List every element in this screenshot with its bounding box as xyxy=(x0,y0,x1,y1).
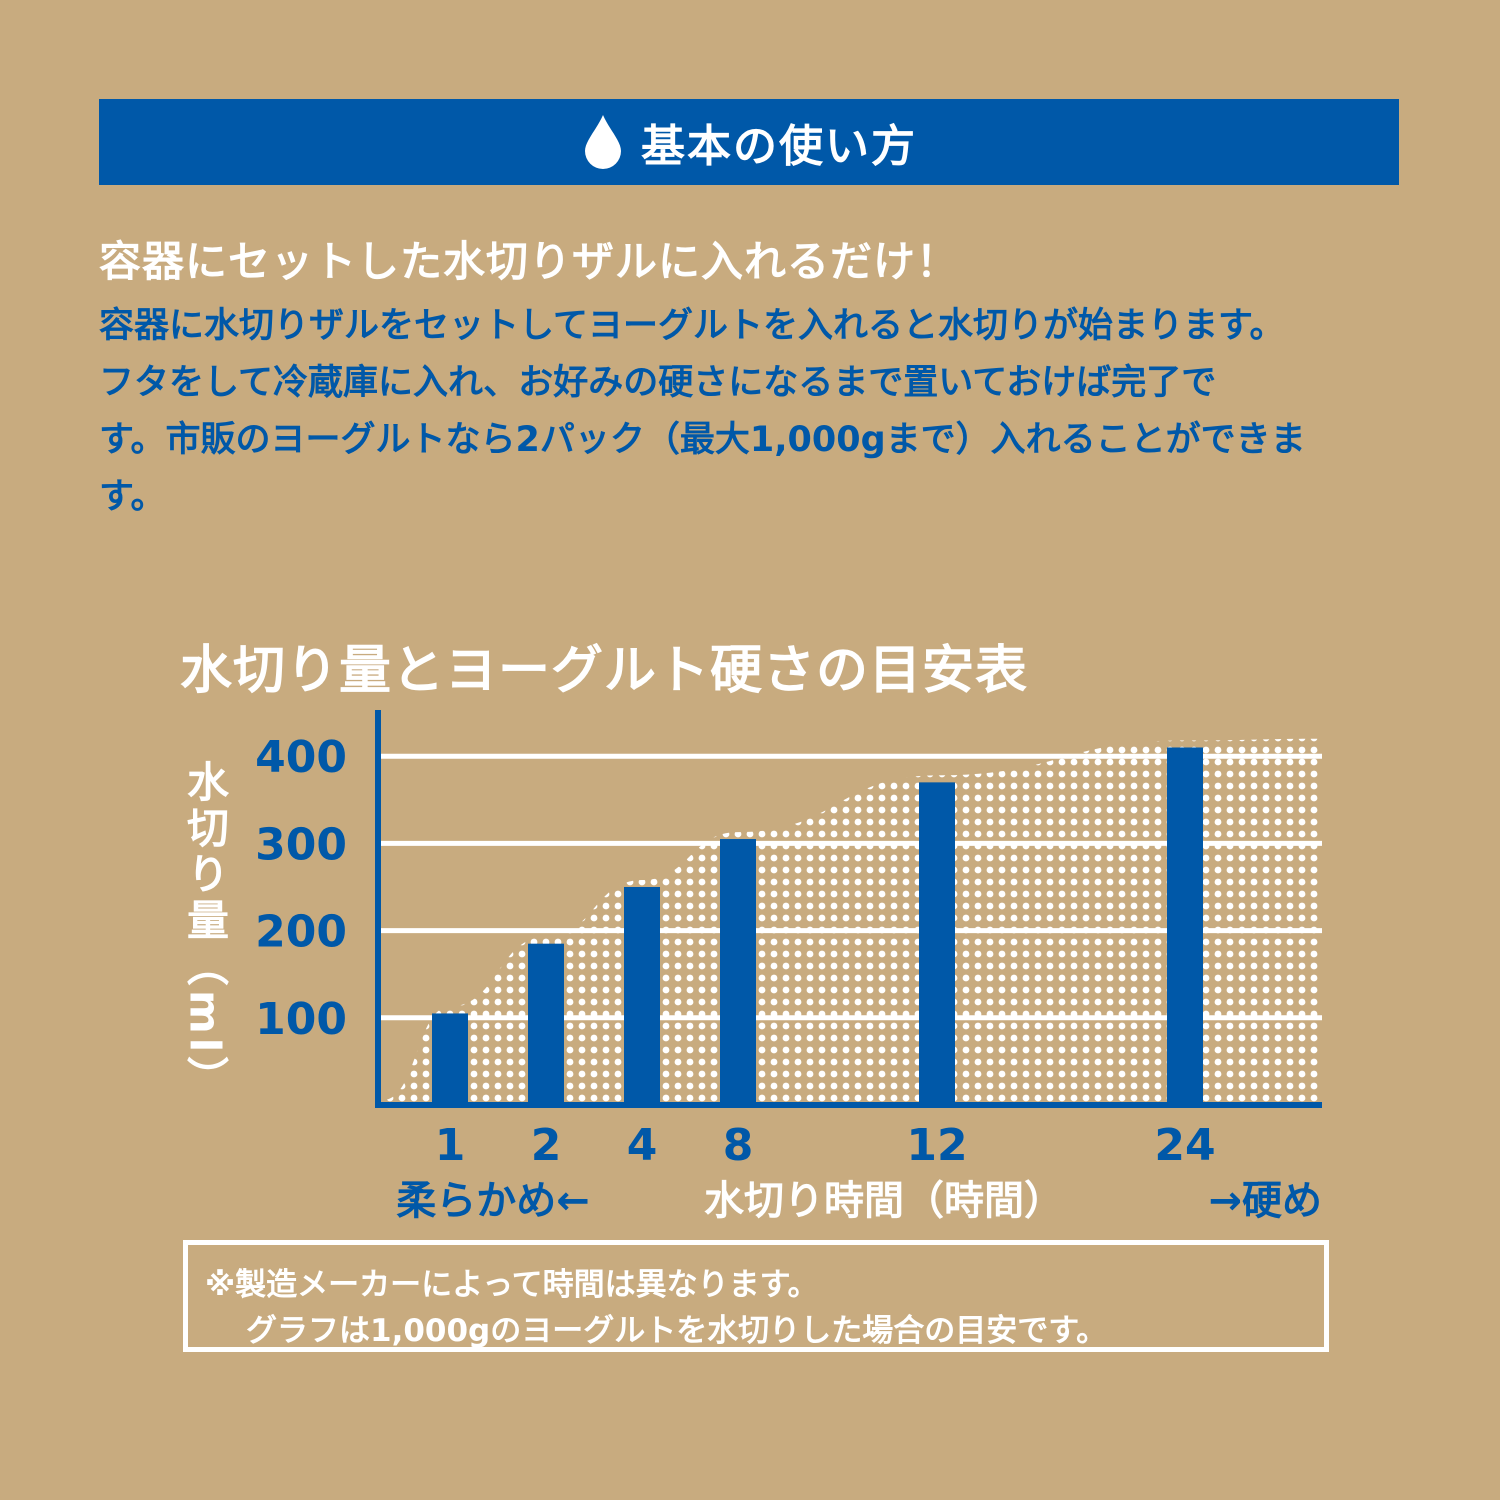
x-tick-label: 8 xyxy=(723,1120,754,1171)
bar xyxy=(720,839,756,1105)
intro-line: す。 xyxy=(99,477,166,517)
footnote-box: ※製造メーカーによって時間は異なります。 グラフは1,000gのヨーグルトを水切… xyxy=(183,1240,1329,1352)
bar xyxy=(528,943,564,1105)
chart-title: 水切り量とヨーグルト硬さの目安表 xyxy=(180,641,1029,701)
intro-line: フタをして冷蔵庫に入れ、お好みの硬さになるまで置いておけば完了で xyxy=(99,363,1217,403)
x-tick-label: 2 xyxy=(531,1120,562,1171)
y-tick-label: 300 xyxy=(255,819,347,870)
x-tick-label: 12 xyxy=(906,1120,967,1171)
footnote-line: グラフは1,000gのヨーグルトを水切りした場合の目安です。 xyxy=(246,1313,1108,1349)
y-axis-label: 水切り量（ml） xyxy=(181,760,230,1102)
x-left-note: 柔らかめ← xyxy=(396,1178,590,1224)
section-title: 基本の使い方 xyxy=(641,121,917,172)
dotted-area xyxy=(378,738,1322,1105)
y-tick-label: 100 xyxy=(255,994,347,1045)
x-tick-label: 1 xyxy=(435,1120,466,1171)
intro-heading: 容器にセットした水切りザルに入れるだけ！ xyxy=(99,237,960,286)
intro-line: す。市販のヨーグルトなら2パック（最大1,000gまで）入れることができま xyxy=(99,420,1306,460)
x-tick-label: 24 xyxy=(1154,1120,1215,1171)
bar xyxy=(624,887,660,1105)
bar xyxy=(1167,747,1203,1105)
bar xyxy=(919,782,955,1105)
x-tick-label: 4 xyxy=(627,1120,658,1171)
y-tick-label: 200 xyxy=(255,907,347,958)
intro-line: 容器に水切りザルをセットしてヨーグルトを入れると水切りが始まります。 xyxy=(99,306,1285,346)
x-right-note: →硬め xyxy=(1208,1178,1322,1224)
water-drop-icon xyxy=(585,115,621,169)
section-header: 基本の使い方 xyxy=(99,99,1399,185)
bar xyxy=(432,1013,468,1105)
y-tick-label: 400 xyxy=(255,732,347,783)
footnote-line: ※製造メーカーによって時間は異なります。 xyxy=(205,1267,819,1303)
intro-body: 容器に水切りザルをセットしてヨーグルトを入れると水切りが始まります。 フタをして… xyxy=(99,298,1404,526)
x-axis-label: 水切り時間（時間） xyxy=(704,1178,1064,1224)
